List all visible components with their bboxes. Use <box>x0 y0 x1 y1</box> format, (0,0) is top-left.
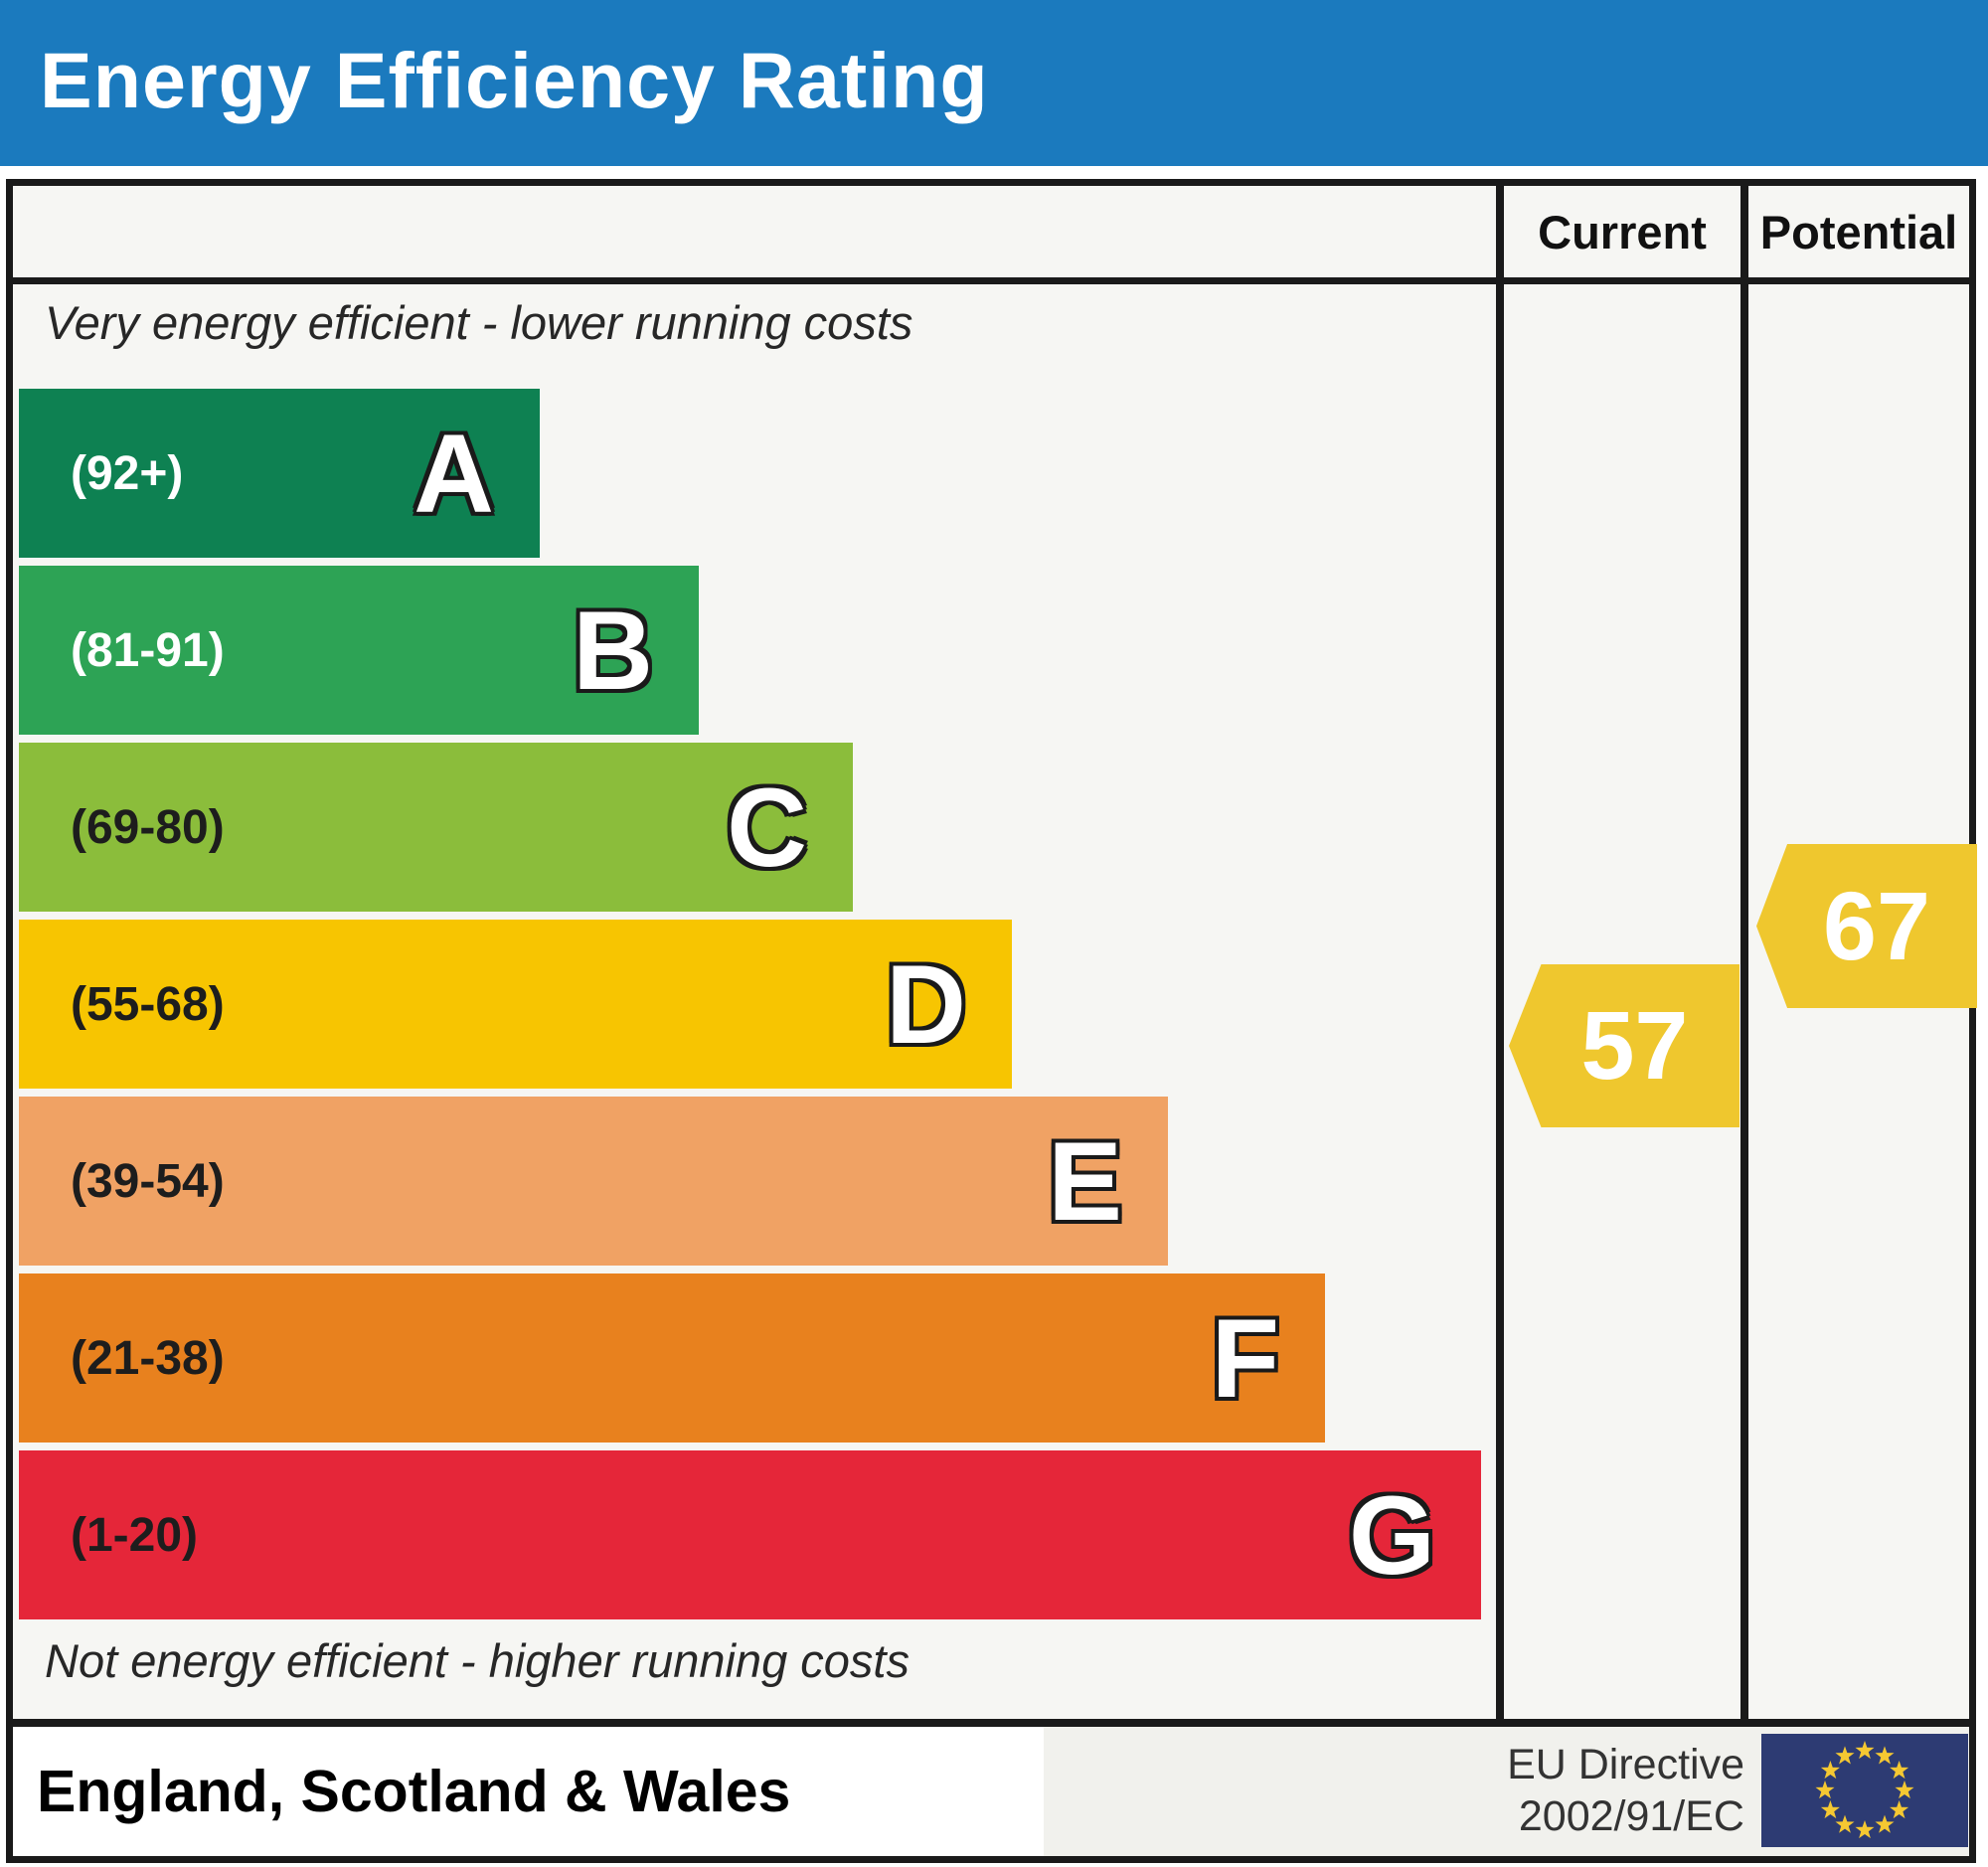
header-row-border <box>13 277 1969 284</box>
band-g-letter: G <box>1348 1472 1435 1598</box>
current-rating-value: 57 <box>1580 991 1689 1100</box>
band-b-range-label: (81-91) <box>71 623 225 677</box>
band-c-letter: C <box>727 764 807 890</box>
band-a-letter: A <box>414 411 494 536</box>
title-banner: Energy Efficiency Rating <box>0 0 1988 166</box>
band-f-letter: F <box>1211 1295 1279 1421</box>
top-caption: Very energy efficient - lower running co… <box>45 296 913 349</box>
region-label: England, Scotland & Wales <box>37 1759 791 1824</box>
band-a-range-label: (92+) <box>71 446 184 500</box>
band-c-range-label: (69-80) <box>71 800 225 854</box>
eu-directive-label: EU Directive 2002/91/EC <box>1507 1739 1744 1843</box>
current-rating-marker: 57 <box>1509 964 1740 1127</box>
eu-directive-line2: 2002/91/EC <box>1518 1792 1744 1841</box>
band-b: (81-91) B <box>19 566 699 735</box>
current-column-header: Current <box>1538 205 1707 258</box>
eu-directive-line1: EU Directive <box>1507 1741 1744 1788</box>
band-b-letter: B <box>573 588 653 713</box>
potential-rating-marker: 67 <box>1756 844 1977 1008</box>
band-d: (55-68) D <box>19 920 1012 1089</box>
footer-row: England, Scotland & Wales EU Directive 2… <box>13 1727 1969 1856</box>
band-f: (21-38) F <box>19 1273 1325 1443</box>
rating-table: Current Potential Very energy efficient … <box>6 179 1977 1863</box>
band-e-range-label: (39-54) <box>71 1154 225 1208</box>
band-e: (39-54) E <box>19 1097 1168 1266</box>
potential-column-header: Potential <box>1759 205 1958 258</box>
band-f-range-label: (21-38) <box>71 1331 225 1385</box>
band-g: (1-20) G <box>19 1450 1481 1619</box>
band-d-range-label: (55-68) <box>71 977 225 1031</box>
band-d-letter: D <box>886 941 966 1067</box>
band-e-letter: E <box>1048 1118 1122 1244</box>
footer-border <box>13 1719 1969 1727</box>
band-a: (92+) A <box>19 389 540 558</box>
page-title: Energy Efficiency Rating <box>40 35 989 124</box>
rating-bands: (92+) A (81-91) B (69-80) C (55-68) D (3… <box>19 389 1496 1627</box>
band-c: (69-80) C <box>19 743 853 912</box>
eu-flag-stars <box>1815 1741 1914 1839</box>
potential-rating-value: 67 <box>1823 871 1930 980</box>
current-column-divider <box>1496 186 1504 1727</box>
bottom-caption: Not energy efficient - higher running co… <box>45 1634 910 1687</box>
band-g-range-label: (1-20) <box>71 1508 199 1562</box>
potential-column-divider <box>1740 186 1748 1727</box>
eu-flag-icon <box>1761 1734 1968 1847</box>
